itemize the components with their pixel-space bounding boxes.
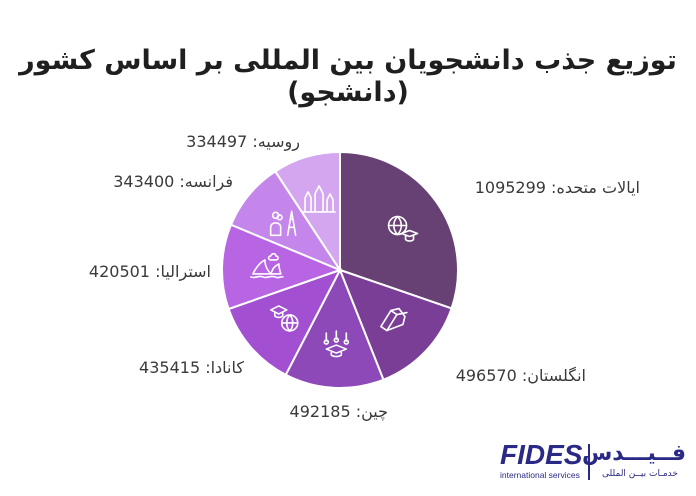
pie-slice-australia (221, 223, 343, 311)
open-book-icon (380, 307, 408, 332)
slice-label-australia: استرالیا: 420501 (88, 262, 211, 281)
logo-en-sub: international services (500, 470, 580, 480)
logo-separator (588, 444, 590, 480)
slice-label-france: فرانسه: 343400 (113, 172, 233, 191)
slice-label-china: چین: 492185 (289, 402, 388, 421)
fides-logo-en: FIDES international services (500, 440, 585, 484)
eiffel-tower-icon (269, 210, 297, 237)
slice-label-russia: روسیه: 334497 (186, 132, 300, 151)
chart-title: توزیع جذب دانشجویان بین المللی بر اساس ک… (19, 45, 677, 76)
chart-subtitle: (دانشجو) (287, 77, 409, 108)
kremlin-icon (302, 185, 336, 213)
logo-en-name: FIDES (500, 439, 583, 470)
fides-logo-fa: فــیـــدس خدمـات بیــن المللی (581, 440, 686, 484)
logo-fa-sub: خدمـات بیــن المللی (602, 469, 678, 479)
logo-fa-name: فــیـــدس (581, 441, 686, 466)
pie-slice-russia (273, 150, 341, 274)
graduation-cap-icon (323, 330, 350, 358)
pie-slice-usa (339, 150, 459, 310)
pie-slice-uk (338, 268, 453, 382)
globe-graduation-cap-icon (387, 215, 419, 242)
student-globe-icon (269, 305, 299, 332)
slice-label-uk: انگلستان: 496570 (455, 366, 586, 385)
slice-label-canada: کانادا: 435415 (139, 358, 244, 377)
opera-house-icon (250, 252, 284, 279)
slice-label-usa: ایالات متحده: 1095299 (474, 178, 640, 197)
pie-slice-china (284, 267, 385, 389)
